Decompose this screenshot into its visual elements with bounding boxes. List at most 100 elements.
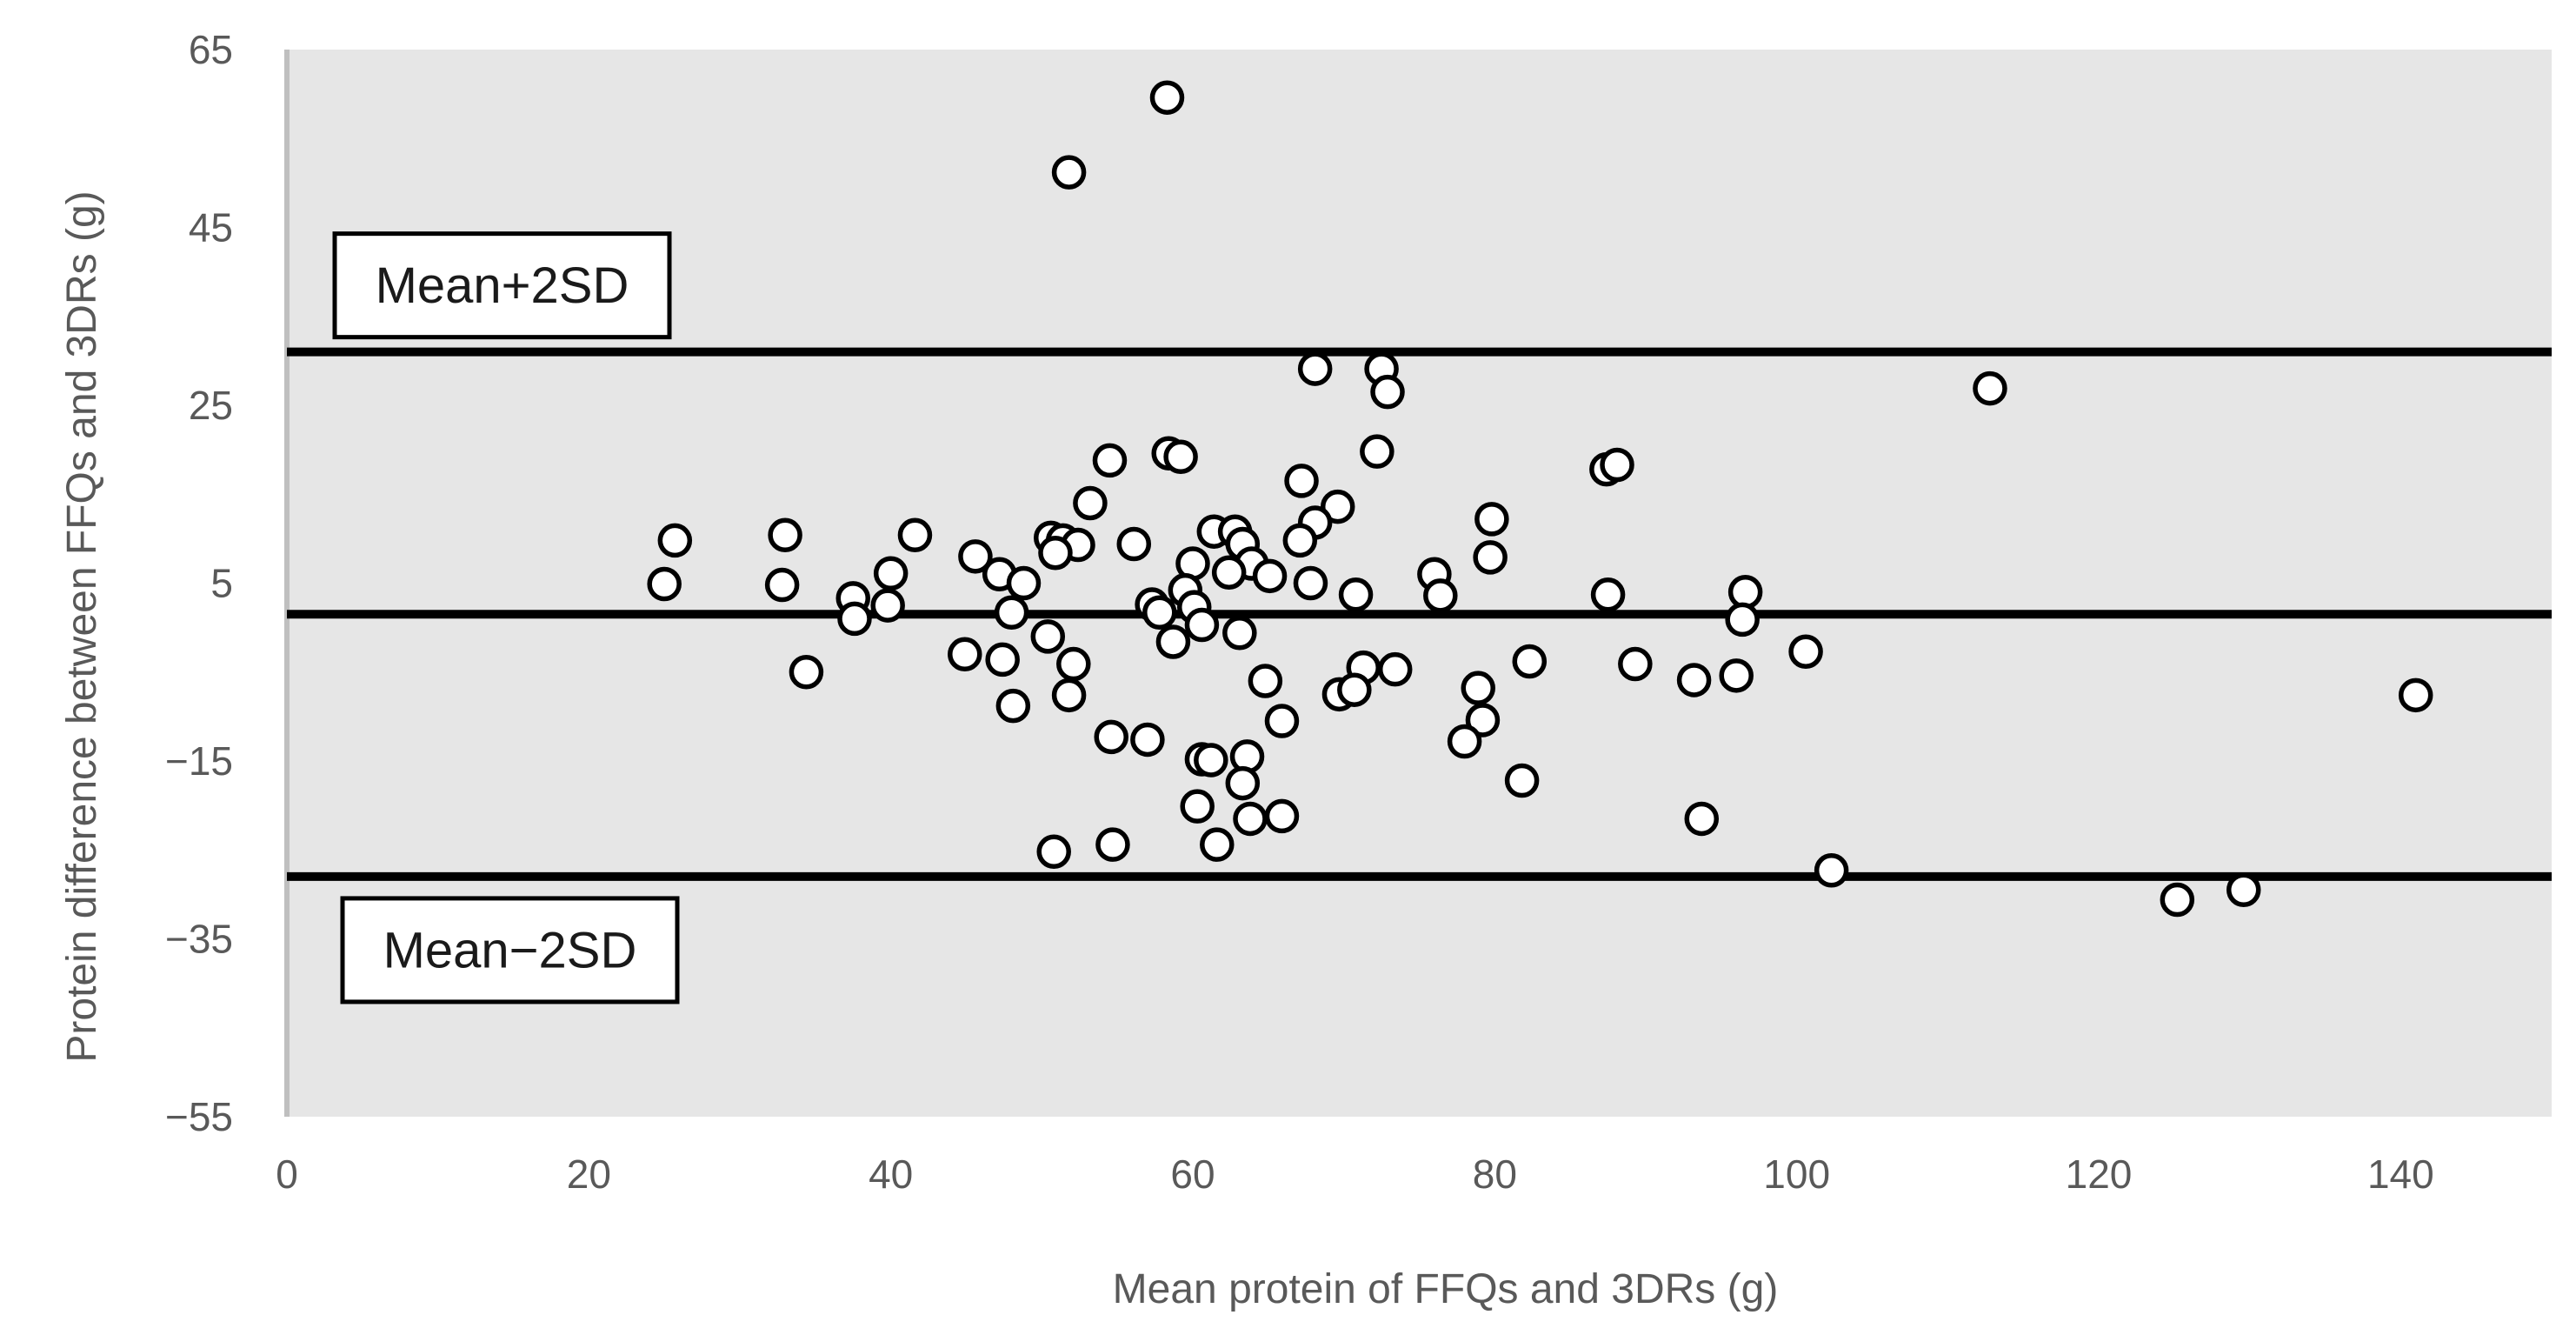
data-points	[647, 80, 2433, 918]
data-point	[1370, 374, 1405, 410]
data-point	[995, 688, 1031, 724]
data-point	[1180, 789, 1215, 824]
data-point	[1788, 634, 1823, 669]
data-point	[1222, 616, 1257, 651]
data-point	[1248, 664, 1283, 698]
data-point	[1149, 80, 1185, 115]
data-point	[1600, 447, 1634, 483]
data-point	[1092, 443, 1128, 478]
label-box	[332, 231, 672, 340]
data-point	[1200, 827, 1235, 862]
data-point	[1461, 671, 1495, 705]
x-tick-label: 40	[869, 1151, 913, 1197]
data-point	[1338, 577, 1374, 612]
x-tick-label: 100	[1763, 1151, 1830, 1197]
data-point	[1512, 644, 1548, 679]
data-point	[1320, 489, 1355, 524]
x-tick-label: 140	[2367, 1151, 2434, 1197]
data-point	[1727, 574, 1763, 610]
data-point	[1297, 351, 1333, 386]
data-point	[1282, 523, 1318, 558]
data-point	[1163, 439, 1198, 475]
data-point	[1293, 565, 1328, 601]
x-tick-label: 80	[1473, 1151, 1517, 1197]
x-tick-labels: 0 20 40 60 80 100 120 140	[276, 1151, 2434, 1197]
data-point	[1814, 853, 1849, 888]
data-point	[1337, 672, 1372, 707]
data-point	[1194, 743, 1228, 778]
y-axis-title: Protein difference between FFQs and 3DRs…	[59, 190, 105, 1062]
data-point	[789, 655, 824, 690]
data-point	[1360, 434, 1395, 469]
data-point	[1377, 651, 1413, 687]
data-point	[1051, 155, 1087, 190]
data-point	[1056, 646, 1091, 682]
label-mean-2sd: Mean−2SD	[340, 896, 680, 1005]
data-point	[1142, 595, 1177, 630]
data-point	[1474, 502, 1509, 537]
data-point	[1155, 624, 1191, 659]
data-point	[1095, 827, 1130, 862]
data-point	[1618, 646, 1653, 682]
x-tick-label: 0	[276, 1151, 298, 1197]
data-point	[1973, 370, 2007, 406]
y-tick-labels: 65 45 25 5 −15 −35 −55	[165, 27, 233, 1139]
data-point	[837, 601, 872, 637]
label-mean-2sd: Mean+2SD	[332, 231, 672, 340]
label-text: Mean−2SD	[383, 922, 637, 978]
data-point	[1036, 834, 1071, 870]
data-point	[1719, 658, 1754, 693]
y-tick-label: 65	[189, 27, 233, 72]
data-point	[1447, 724, 1482, 759]
data-point	[1051, 678, 1087, 713]
data-point	[1725, 602, 1760, 637]
label-box	[340, 896, 680, 1005]
data-point	[1423, 578, 1458, 613]
data-point	[1264, 798, 1300, 834]
data-point	[1504, 763, 1540, 798]
x-tick-label: 60	[1170, 1151, 1215, 1197]
data-point	[873, 556, 909, 591]
data-point	[1676, 663, 1712, 698]
y-tick-label: 25	[189, 383, 233, 428]
reference-lines	[287, 347, 2552, 881]
data-point	[1264, 704, 1300, 738]
y-tick-label: 5	[210, 561, 233, 606]
data-point	[897, 517, 933, 553]
data-point	[948, 637, 982, 672]
data-point	[870, 588, 905, 623]
data-point	[1284, 464, 1319, 498]
data-point	[1473, 540, 1508, 575]
data-point	[1038, 535, 1073, 571]
data-point	[2398, 678, 2433, 713]
data-point	[1116, 526, 1152, 562]
data-point	[1030, 619, 1066, 654]
data-point	[1006, 565, 1042, 601]
data-point	[1211, 555, 1247, 590]
data-point	[1684, 801, 1720, 837]
data-point	[768, 517, 802, 553]
data-point	[1225, 765, 1261, 801]
data-point	[657, 523, 693, 558]
data-point	[1590, 577, 1626, 612]
data-point	[1184, 607, 1220, 643]
data-point	[2226, 872, 2261, 908]
data-point	[994, 595, 1029, 630]
y-tick-label: 45	[189, 205, 233, 250]
data-point	[764, 567, 800, 603]
data-point	[1252, 558, 1288, 594]
data-point	[985, 642, 1020, 678]
y-tick-label: −55	[165, 1094, 233, 1139]
x-axis-title: Mean protein of FFQs and 3DRs (g)	[1113, 1266, 1779, 1312]
y-tick-label: −15	[165, 738, 233, 784]
reference-line-labels: Mean+2SD Mean−2SD	[332, 231, 680, 1005]
data-point	[1073, 485, 1108, 521]
data-point	[647, 566, 682, 602]
x-tick-label: 120	[2066, 1151, 2133, 1197]
y-tick-label: −35	[165, 917, 233, 962]
data-point	[1130, 722, 1165, 758]
data-point	[1094, 719, 1128, 755]
label-text: Mean+2SD	[376, 257, 629, 314]
data-point	[2160, 882, 2195, 918]
